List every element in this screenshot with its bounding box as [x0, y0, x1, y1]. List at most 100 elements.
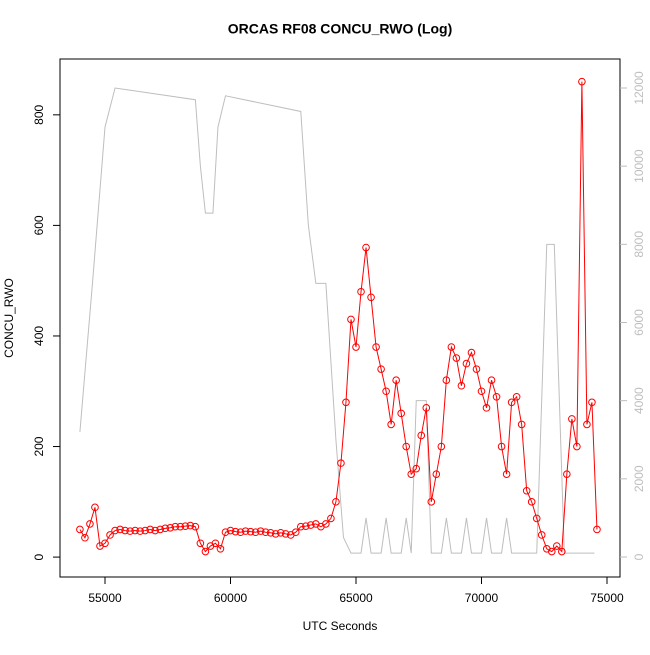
- data-point: [141, 526, 149, 535]
- data-point: [382, 387, 390, 396]
- data-point: [387, 420, 395, 429]
- data-point: [487, 376, 496, 384]
- data-point: [377, 365, 385, 373]
- y2-tick-label: 2000: [632, 465, 646, 492]
- y-tick-label: 600: [32, 215, 46, 235]
- y-tick-label: 800: [32, 105, 46, 125]
- data-point: [76, 525, 84, 534]
- data-point: [256, 527, 265, 535]
- data-point: [131, 526, 139, 535]
- y2-tick-label: 10000: [632, 149, 646, 183]
- series-line: [79, 87, 595, 554]
- data-point: [327, 514, 335, 523]
- y-tick-label: 200: [32, 436, 46, 456]
- y-axis-title: CONCU_RWO: [2, 278, 16, 358]
- data-point: [527, 498, 536, 506]
- data-point: [216, 545, 225, 553]
- data-point: [101, 539, 109, 548]
- data-point: [211, 539, 220, 548]
- data-point: [231, 527, 240, 536]
- data-point: [432, 470, 441, 478]
- data-point: [397, 409, 405, 418]
- data-point: [121, 526, 129, 535]
- data-point: [497, 442, 506, 451]
- data-point: [372, 343, 380, 351]
- data-point: [322, 520, 330, 528]
- x-tick-label: 70000: [465, 591, 499, 605]
- data-point: [266, 528, 275, 537]
- data-point: [221, 528, 230, 537]
- data-point: [367, 293, 375, 302]
- y2-tick-label: 0: [632, 553, 646, 560]
- data-point: [171, 522, 180, 531]
- data-point: [547, 547, 556, 556]
- data-point: [176, 522, 185, 531]
- data-point: [407, 470, 416, 478]
- x-tick-label: 55000: [88, 591, 122, 605]
- x-tick-label: 75000: [590, 591, 624, 605]
- y2-tick-label: 8000: [632, 231, 646, 258]
- data-point: [362, 243, 370, 252]
- data-point: [588, 398, 596, 407]
- data-point: [126, 527, 134, 535]
- data-point: [357, 287, 365, 296]
- data-point: [106, 531, 114, 539]
- data-point: [507, 398, 516, 407]
- data-point: [111, 526, 119, 535]
- data-point: [467, 348, 476, 357]
- x-tick-label: 65000: [339, 591, 373, 605]
- data-point: [437, 442, 446, 451]
- data-point: [116, 525, 124, 534]
- data-point: [151, 526, 160, 535]
- data-point: [136, 527, 144, 535]
- data-point: [462, 359, 471, 368]
- data-point: [86, 520, 94, 528]
- data-point: [181, 522, 190, 530]
- data-point: [236, 528, 245, 537]
- data-point: [156, 525, 165, 534]
- data-point: [522, 486, 531, 495]
- data-point: [537, 531, 546, 539]
- data-point: [246, 527, 255, 536]
- data-point: [517, 420, 526, 429]
- data-point: [296, 522, 305, 531]
- y-tick-label: 0: [32, 553, 46, 560]
- data-point: [417, 431, 426, 440]
- data-point: [558, 547, 566, 556]
- y2-tick-label: 6000: [632, 309, 646, 336]
- data-point: [447, 343, 456, 351]
- data-point: [307, 521, 315, 529]
- y-tick-label: 400: [32, 326, 46, 346]
- data-point: [452, 354, 461, 362]
- x-axis-title: UTC Seconds: [303, 619, 378, 633]
- data-point: [271, 530, 280, 538]
- data-point: [337, 459, 345, 467]
- data-point: [81, 533, 89, 542]
- data-point: [552, 542, 561, 550]
- data-point: [472, 365, 481, 373]
- data-point: [347, 315, 355, 324]
- data-point: [276, 528, 285, 537]
- data-point: [91, 503, 99, 512]
- data-point: [402, 442, 411, 451]
- data-point: [427, 498, 436, 506]
- data-point: [226, 526, 235, 535]
- data-point: [422, 404, 431, 412]
- data-point: [201, 547, 210, 556]
- data-point: [477, 387, 486, 396]
- data-point: [342, 398, 350, 407]
- chart-title: ORCAS RF08 CONCU_RWO (Log): [228, 21, 453, 37]
- data-point: [261, 528, 270, 537]
- data-point: [563, 470, 571, 478]
- data-point: [568, 415, 576, 423]
- data-point: [457, 381, 466, 390]
- data-point: [502, 470, 511, 478]
- data-point: [573, 442, 581, 451]
- data-point: [166, 523, 175, 532]
- data-point: [146, 525, 154, 534]
- data-point: [332, 498, 340, 506]
- data-point: [593, 525, 601, 534]
- data-point: [291, 528, 300, 537]
